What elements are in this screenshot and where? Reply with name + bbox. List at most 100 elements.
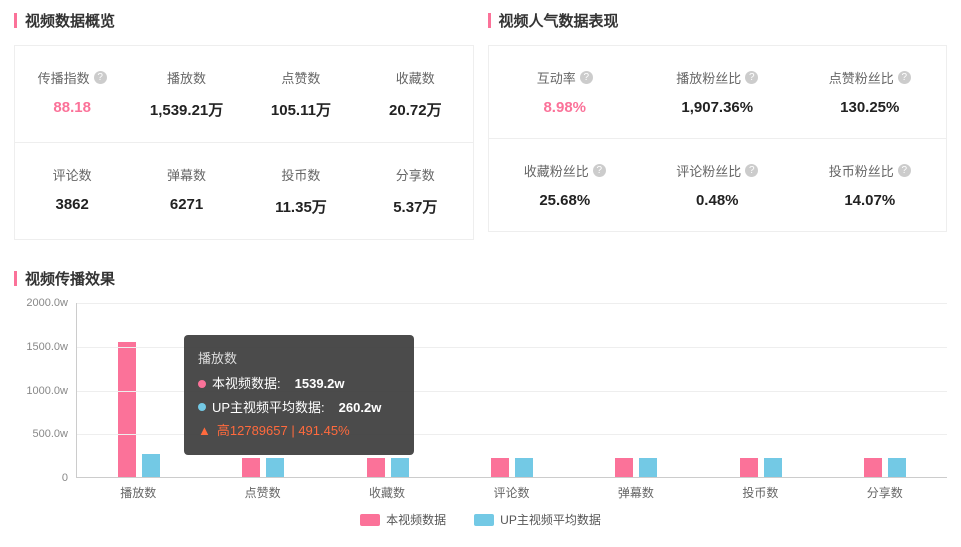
stat-label: 收藏粉丝比? <box>493 161 638 180</box>
stat-cell: 播放粉丝比? 1,907.36% <box>641 46 794 138</box>
tooltip-title: 播放数 <box>198 347 396 370</box>
chart-bar[interactable] <box>764 458 782 477</box>
help-icon[interactable]: ? <box>593 164 606 177</box>
stat-value: 6271 <box>133 196 239 213</box>
help-icon[interactable]: ? <box>745 71 758 84</box>
stat-value: 0.48% <box>645 192 790 209</box>
dot-icon <box>198 380 206 388</box>
stat-label: 评论数 <box>19 165 125 184</box>
chart-bar[interactable] <box>740 458 758 477</box>
chart-bar[interactable] <box>118 342 136 477</box>
x-tick-label: 弹幕数 <box>574 484 698 501</box>
legend-swatch-icon <box>360 514 380 526</box>
x-tick-label: 投币数 <box>698 484 822 501</box>
tooltip-series2-value: 260.2w <box>339 396 382 419</box>
stat-cell: 评论数 3862 <box>15 143 129 239</box>
chart-area: 0500.0w1000.0w1500.0w2000.0w 播放数点赞数收藏数评论… <box>14 303 947 501</box>
stat-label: 点赞粉丝比? <box>798 68 943 87</box>
stat-label: 分享数 <box>362 165 468 184</box>
overview-title: 视频数据概览 <box>14 0 474 31</box>
chart-bar[interactable] <box>266 458 284 477</box>
stat-cell: 互动率?8.98% <box>489 46 642 138</box>
stat-label: 传播指数? <box>19 68 125 87</box>
legend-label: 本视频数据 <box>386 511 446 528</box>
stat-label-text: 投币数 <box>281 165 320 184</box>
help-icon[interactable]: ? <box>745 164 758 177</box>
stat-cell: 播放数1,539.21万 <box>129 46 243 142</box>
popularity-title-text: 视频人气数据表现 <box>499 10 619 31</box>
stat-cell: 传播指数? 88.18 <box>15 46 129 142</box>
chart-legend: 本视频数据 UP主视频平均数据 <box>14 511 947 528</box>
tooltip-series2-label: UP主视频平均数据: <box>212 396 325 419</box>
tooltip-series1-label: 本视频数据: <box>212 372 281 395</box>
stat-label: 投币粉丝比? <box>798 161 943 180</box>
popularity-card: 互动率?8.98%播放粉丝比?1,907.36%点赞粉丝比?130.25% 收藏… <box>488 45 948 232</box>
chart-bar[interactable] <box>491 458 509 477</box>
legend-swatch-icon <box>474 514 494 526</box>
stat-cell: 弹幕数 6271 <box>129 143 243 239</box>
chart-bar[interactable] <box>142 454 160 477</box>
y-tick-label: 1000.0w <box>26 385 68 397</box>
stat-label: 收藏数 <box>362 68 468 87</box>
popularity-title: 视频人气数据表现 <box>488 0 948 31</box>
stat-cell: 评论粉丝比? 0.48% <box>641 139 794 231</box>
chart-title: 视频传播效果 <box>14 258 947 289</box>
stat-cell: 投币数11.35万 <box>244 143 358 239</box>
y-tick-label: 2000.0w <box>26 297 68 309</box>
stat-label-text: 评论数 <box>53 165 92 184</box>
accent-bar <box>488 13 491 28</box>
chart-title-text: 视频传播效果 <box>25 268 115 289</box>
stat-cell: 收藏粉丝比?25.68% <box>489 139 642 231</box>
chart-bar[interactable] <box>864 458 882 477</box>
x-tick-label: 评论数 <box>449 484 573 501</box>
accent-bar <box>14 13 17 28</box>
stat-value: 5.37万 <box>362 196 468 217</box>
chart-bar[interactable] <box>639 458 657 477</box>
tooltip-series1-value: 1539.2w <box>295 372 345 395</box>
stat-label: 评论粉丝比? <box>645 161 790 180</box>
gridline <box>77 303 947 304</box>
arrow-up-icon: ▲ <box>198 419 211 442</box>
chart-bar[interactable] <box>242 458 260 477</box>
stat-label-text: 点赞数 <box>281 68 320 87</box>
stat-label: 投币数 <box>248 165 354 184</box>
stat-value: 1,907.36% <box>645 99 790 116</box>
stat-value: 130.25% <box>798 99 943 116</box>
stat-label-text: 分享数 <box>396 165 435 184</box>
stat-label-text: 点赞粉丝比 <box>829 68 894 87</box>
stat-label: 播放数 <box>133 68 239 87</box>
stat-label-text: 播放粉丝比 <box>676 68 741 87</box>
stat-label-text: 弹幕数 <box>167 165 206 184</box>
help-icon[interactable]: ? <box>898 71 911 84</box>
help-icon[interactable]: ? <box>898 164 911 177</box>
chart-bar[interactable] <box>367 458 385 477</box>
legend-item-avg[interactable]: UP主视频平均数据 <box>474 511 601 528</box>
x-tick-label: 分享数 <box>823 484 947 501</box>
stat-value: 105.11万 <box>248 99 354 120</box>
help-icon[interactable]: ? <box>580 71 593 84</box>
chart-section: 视频传播效果 0500.0w1000.0w1500.0w2000.0w 播放数点… <box>0 258 961 528</box>
chart-bar[interactable] <box>391 458 409 477</box>
stat-value: 88.18 <box>19 99 125 116</box>
help-icon[interactable]: ? <box>94 71 107 84</box>
chart-tooltip: 播放数 本视频数据: 1539.2w UP主视频平均数据: 260.2w ▲ 高… <box>184 335 414 455</box>
stat-value: 3862 <box>19 196 125 213</box>
stat-cell: 点赞数 105.11万 <box>244 46 358 142</box>
y-tick-label: 500.0w <box>33 428 68 440</box>
chart-bar[interactable] <box>615 458 633 477</box>
overview-card: 传播指数? 88.18播放数1,539.21万 点赞数 105.11万收藏数 20.72… <box>14 45 474 240</box>
stat-value: 20.72万 <box>362 99 468 120</box>
legend-item-this[interactable]: 本视频数据 <box>360 511 446 528</box>
stat-cell: 收藏数 20.72万 <box>358 46 472 142</box>
stat-label-text: 评论粉丝比 <box>676 161 741 180</box>
stat-label-text: 投币粉丝比 <box>829 161 894 180</box>
stat-value: 14.07% <box>798 192 943 209</box>
overview-panel: 视频数据概览 传播指数? 88.18播放数1,539.21万 点赞数 105.11万收… <box>14 0 474 240</box>
x-tick-label: 点赞数 <box>200 484 324 501</box>
stat-label: 播放粉丝比? <box>645 68 790 87</box>
stat-label: 互动率? <box>493 68 638 87</box>
chart-bar[interactable] <box>888 458 906 477</box>
chart-bar[interactable] <box>515 458 533 477</box>
popularity-panel: 视频人气数据表现 互动率?8.98%播放粉丝比?1,907.36%点赞粉丝比?1… <box>488 0 948 240</box>
stat-label: 弹幕数 <box>133 165 239 184</box>
